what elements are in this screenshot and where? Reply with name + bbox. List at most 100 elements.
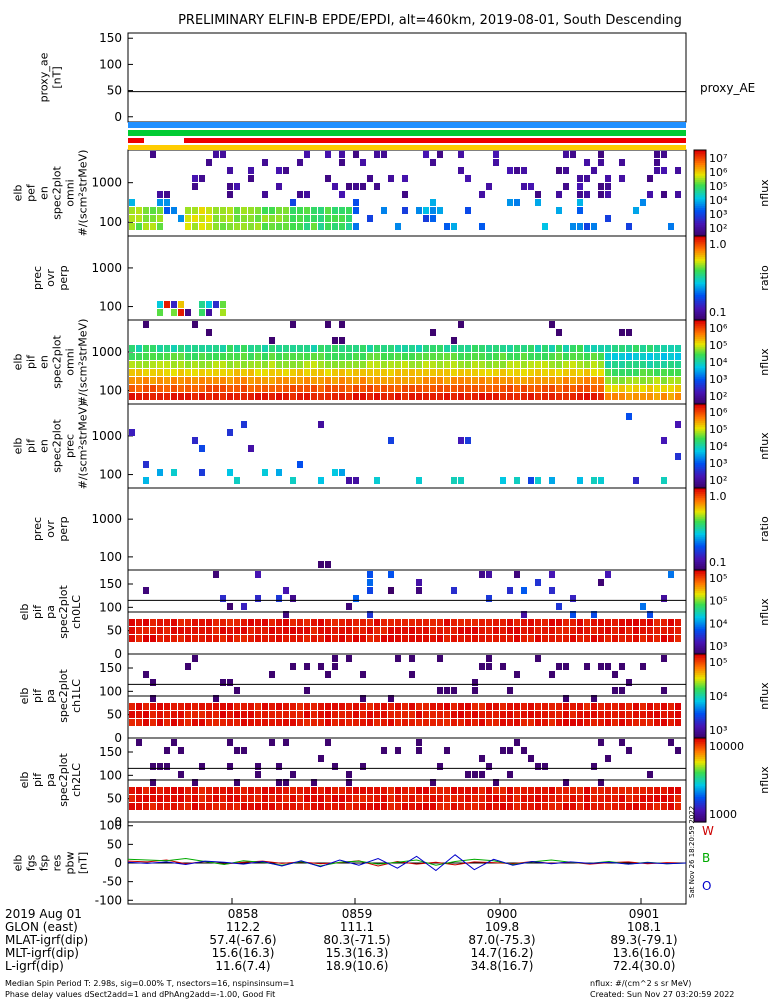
colorbar-label-0: nflux	[758, 179, 771, 207]
colorbar-cell	[694, 537, 706, 540]
heatmap-cell	[640, 627, 646, 634]
heatmap-cell	[458, 635, 464, 642]
heatmap-cell	[136, 803, 142, 810]
colorbar-cell	[694, 502, 706, 505]
colorbar-cell	[694, 506, 706, 510]
colorbar-cell	[694, 809, 706, 813]
colorbar-cell	[694, 557, 706, 561]
heatmap-cell	[332, 763, 338, 770]
heatmap-cell	[577, 377, 583, 384]
heatmap-cell	[416, 719, 422, 726]
heatmap-cell	[605, 353, 611, 360]
heatmap-cell	[374, 711, 380, 718]
colorbar-cell	[694, 547, 706, 551]
colorbar-cell	[694, 414, 706, 418]
heatmap-cell	[619, 711, 625, 718]
y-tick-label: 150	[99, 745, 122, 759]
heatmap-cell	[311, 361, 317, 368]
heatmap-cell	[626, 619, 632, 626]
heatmap-cell	[178, 771, 184, 778]
panel-label-text: pif	[31, 688, 44, 703]
heatmap-cell	[374, 803, 380, 810]
colorbar-cell	[694, 412, 706, 416]
heatmap-cell	[577, 345, 583, 352]
heatmap-cell	[297, 393, 303, 400]
heatmap-cell	[528, 711, 534, 718]
indicator-bar-yellow	[128, 145, 686, 150]
heatmap-cell	[388, 175, 394, 182]
heatmap-cell	[626, 679, 632, 686]
heatmap-cell	[227, 183, 233, 190]
heatmap-cell	[297, 635, 303, 642]
heatmap-cell	[136, 377, 142, 384]
heatmap-cell	[185, 803, 191, 810]
heatmap-cell	[185, 393, 191, 400]
heatmap-cell	[206, 787, 212, 794]
colorbar-cell	[694, 357, 706, 361]
heatmap-cell	[360, 763, 366, 770]
heatmap-cell	[318, 561, 324, 568]
colorbar-cell	[694, 761, 706, 764]
panel-label-text: elb	[12, 855, 25, 872]
heatmap-cell	[430, 627, 436, 634]
heatmap-cell	[612, 703, 618, 710]
heatmap-cell	[409, 345, 415, 352]
heatmap-cell	[570, 619, 576, 626]
heatmap-cell	[220, 207, 226, 214]
heatmap-cell	[577, 795, 583, 802]
heatmap-cell	[283, 787, 289, 794]
heatmap-cell	[353, 199, 359, 206]
heatmap-cell	[479, 377, 485, 384]
heatmap-cell	[479, 627, 485, 634]
colorbar-cell	[694, 275, 706, 279]
heatmap-cell	[444, 369, 450, 376]
heatmap-cell	[248, 619, 254, 626]
heatmap-cell	[157, 207, 163, 214]
heatmap-cell	[528, 369, 534, 376]
colorbar-cell	[694, 675, 706, 678]
heatmap-cell	[395, 747, 401, 754]
heatmap-cell	[633, 353, 639, 360]
heatmap-cell	[157, 393, 163, 400]
heatmap-cell	[451, 337, 457, 344]
colorbar-cell	[694, 336, 706, 340]
heatmap-cell	[416, 393, 422, 400]
heatmap-cell	[374, 345, 380, 352]
heatmap-cell	[472, 787, 478, 794]
heatmap-cell	[318, 703, 324, 710]
heatmap-cell	[626, 413, 632, 420]
heatmap-cell	[507, 627, 513, 634]
heatmap-cell	[283, 619, 289, 626]
colorbar-cell	[694, 366, 706, 369]
heatmap-cell	[605, 369, 611, 376]
heatmap-cell	[465, 385, 471, 392]
y-tick-label: 100	[99, 819, 122, 833]
heatmap-cell	[458, 477, 464, 484]
heatmap-cell	[535, 627, 541, 634]
heatmap-cell	[304, 369, 310, 376]
heatmap-cell	[367, 719, 373, 726]
heatmap-cell	[199, 393, 205, 400]
heatmap-cell	[451, 587, 457, 594]
colorbar-cell	[694, 454, 706, 458]
heatmap-cell	[626, 353, 632, 360]
colorbar-cell	[694, 483, 706, 487]
heatmap-cell	[479, 711, 485, 718]
heatmap-cell	[472, 719, 478, 726]
heatmap-cell	[388, 369, 394, 376]
heatmap-cell	[675, 453, 681, 460]
heatmap-cell	[465, 711, 471, 718]
heatmap-cell	[206, 627, 212, 634]
heatmap-cell	[388, 787, 394, 794]
heatmap-cell	[353, 795, 359, 802]
heatmap-cell	[675, 361, 681, 368]
heatmap-cell	[213, 345, 219, 352]
heatmap-cell	[276, 619, 282, 626]
heatmap-cell	[157, 361, 163, 368]
heatmap-cell	[332, 223, 338, 230]
heatmap-cell	[577, 703, 583, 710]
heatmap-cell	[402, 353, 408, 360]
heatmap-cell	[647, 353, 653, 360]
heatmap-cell	[269, 337, 275, 344]
